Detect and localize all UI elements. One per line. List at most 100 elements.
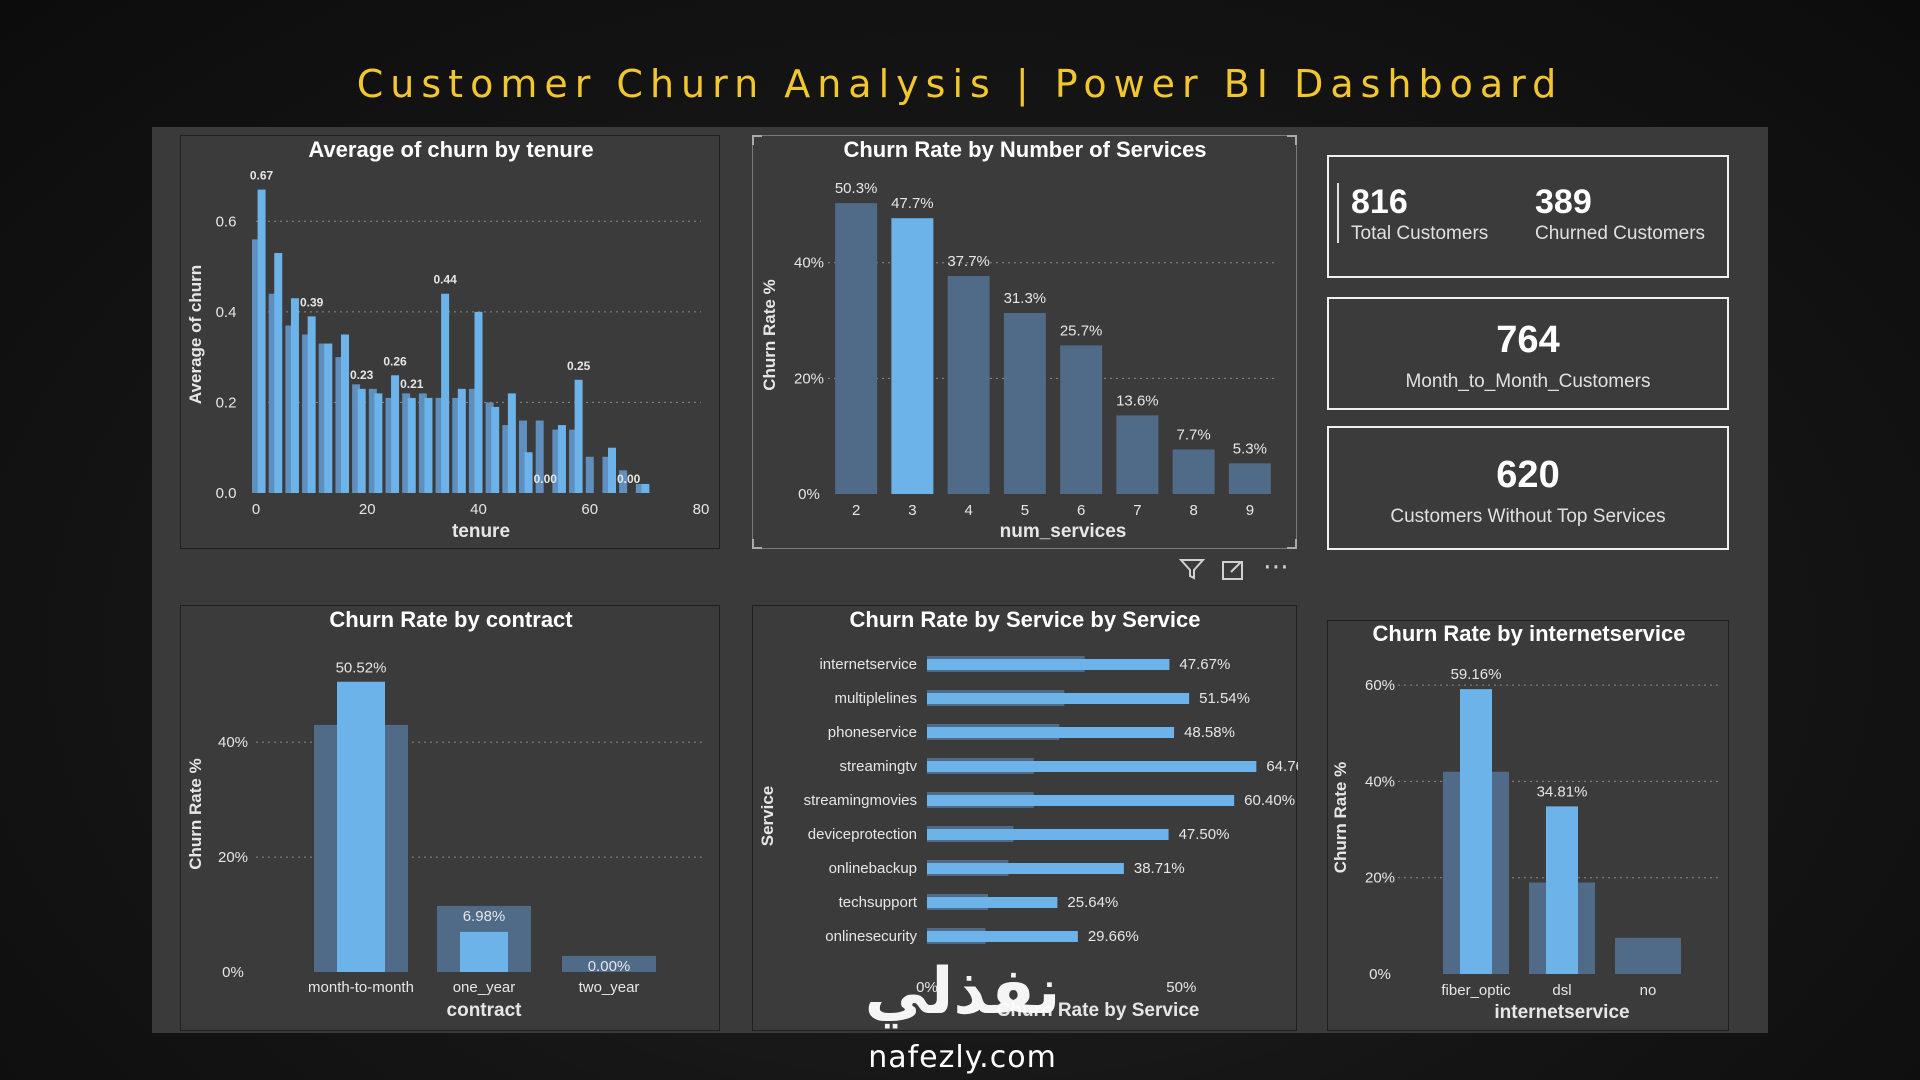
resize-handle-bottom-right[interactable]: [1287, 539, 1297, 549]
bar: [457, 388, 466, 493]
chart-churn-by-num-services[interactable]: Churn Rate by Number of Services 0% 20% 40%…: [752, 135, 1297, 549]
x-axis-label: num_services: [1000, 521, 1127, 542]
watermark-logo: نفذلي: [864, 955, 1061, 1029]
data-label: 59.16%: [1451, 666, 1502, 683]
bar: [452, 397, 461, 493]
data-label: 47.7%: [891, 195, 934, 212]
bar-background: [562, 955, 656, 972]
bar: [385, 397, 394, 493]
bar: [1060, 345, 1103, 494]
x-tick-label: one_year: [453, 979, 516, 996]
kpi-month-to-month-label: Month_to_Month_Customers: [1405, 371, 1651, 392]
chart-churn-by-tenure[interactable]: Average of churn by tenure 0.0 0.2 0.4 0.6 0 2…: [180, 135, 720, 549]
bar: [927, 761, 1257, 772]
bar: [274, 252, 283, 493]
y-axis-label: Churn Rate %: [186, 758, 205, 869]
x-tick-label: 50%: [1166, 979, 1196, 996]
x-tick-label: dsl: [1552, 982, 1571, 999]
data-label: 38.71%: [1134, 860, 1185, 877]
x-tick-label: 20: [359, 501, 376, 518]
y-tick-label: 40%: [794, 255, 824, 272]
bar: [835, 203, 878, 494]
x-tick-label: 9: [1246, 502, 1254, 519]
internet-chart-svg: Churn Rate by internetservice 0% 20% 40% 60%…: [1331, 621, 1718, 1023]
chart-title: Churn Rate by internetservice: [1373, 621, 1686, 646]
kpi-card-without-top-services: 620 Customers Without Top Services: [1327, 426, 1729, 550]
y-tick-label: streamingtv: [839, 758, 917, 775]
chart-churn-by-service[interactable]: Churn Rate by Service by Service internet…: [752, 605, 1298, 1031]
data-label: 25.7%: [1060, 322, 1103, 339]
bar: [557, 425, 566, 493]
bar: [1003, 313, 1046, 494]
bar: [1460, 689, 1492, 974]
tenure-chart-svg: Average of churn by tenure 0.0 0.2 0.4 0.6 0 2…: [186, 137, 709, 542]
bar: [569, 429, 578, 493]
y-tick-label: 0.0: [216, 485, 237, 502]
kpi-card-month-to-month: 764 Month_to_Month_Customers: [1327, 297, 1729, 410]
bar: [335, 357, 344, 493]
bar: [641, 483, 650, 493]
kpi-churned-customers-label: Churned Customers: [1535, 223, 1706, 244]
bar: [252, 239, 260, 493]
bar: [502, 425, 511, 493]
y-tick-label: 0.2: [216, 394, 237, 411]
bar: [927, 897, 1058, 908]
y-axis-label: Service: [758, 786, 777, 847]
bar: [468, 388, 477, 493]
filter-icon[interactable]: [1178, 557, 1206, 587]
data-label: 51.54%: [1199, 690, 1250, 707]
chart-churn-by-internetservice[interactable]: Churn Rate by internetservice 0% 20% 40% 60%…: [1327, 620, 1729, 1031]
resize-handle-bottom-left[interactable]: [752, 539, 762, 549]
focus-mode-icon[interactable]: [1221, 558, 1245, 588]
watermark-url: nafezly.com: [868, 1040, 1057, 1075]
kpi-total-customers-value: 816: [1351, 183, 1408, 221]
data-label: 13.6%: [1116, 392, 1159, 409]
y-axis-label: Churn Rate %: [1331, 762, 1350, 873]
more-options-icon[interactable]: ⋯: [1263, 551, 1289, 581]
bar: [1172, 449, 1215, 494]
y-tick-label: onlinesecurity: [825, 928, 917, 945]
bar-background: [1615, 937, 1681, 974]
bar: [552, 429, 561, 493]
bar: [302, 334, 311, 493]
x-tick-label: two_year: [579, 979, 640, 996]
kpi-total-customers-label: Total Customers: [1351, 223, 1489, 244]
y-tick-label: internetservice: [819, 656, 917, 673]
bar: [574, 379, 583, 493]
services-chart-svg: Churn Rate by Number of Services 0% 20% 40%…: [760, 137, 1278, 542]
bar: [424, 397, 433, 493]
bar: [268, 293, 277, 493]
y-tick-label: 0.4: [216, 304, 237, 321]
data-label: 0.23: [350, 368, 374, 382]
data-label: 48.58%: [1184, 724, 1235, 741]
bar: [891, 218, 934, 494]
x-axis-label: tenure: [452, 521, 510, 542]
data-label: 50.3%: [835, 180, 878, 197]
y-tick-label: onlinebackup: [829, 860, 917, 877]
bar: [418, 393, 427, 493]
page-title: Customer Churn Analysis | Power BI Dashb…: [356, 62, 1564, 106]
x-axis-label: contract: [447, 1000, 523, 1021]
bar: [474, 311, 483, 493]
data-label: 0.25: [567, 359, 591, 373]
data-label: 25.64%: [1067, 894, 1118, 911]
resize-handle-top-left[interactable]: [752, 135, 762, 145]
bar: [524, 452, 533, 493]
data-label: 7.7%: [1177, 426, 1211, 443]
y-tick-label: 0%: [222, 964, 244, 981]
resize-handle-top-right[interactable]: [1287, 135, 1297, 145]
bar: [927, 659, 1170, 670]
x-tick-label: no: [1640, 982, 1657, 999]
bar: [460, 931, 508, 972]
x-tick-label: 5: [1021, 502, 1029, 519]
y-tick-label: deviceprotection: [808, 826, 917, 843]
y-tick-label: 0.6: [216, 213, 237, 230]
x-tick-label: 8: [1189, 502, 1197, 519]
bar: [1116, 415, 1159, 494]
y-tick-label: 20%: [1365, 870, 1395, 887]
chart-churn-by-contract[interactable]: Churn Rate by contract 0% 20% 40% 50.52% mont…: [180, 605, 720, 1031]
data-label: 0.00: [534, 472, 558, 486]
chart-title: Churn Rate by Number of Services: [843, 137, 1206, 162]
bar: [585, 456, 594, 493]
service-chart-svg: Churn Rate by Service by Service internet…: [758, 607, 1298, 1021]
